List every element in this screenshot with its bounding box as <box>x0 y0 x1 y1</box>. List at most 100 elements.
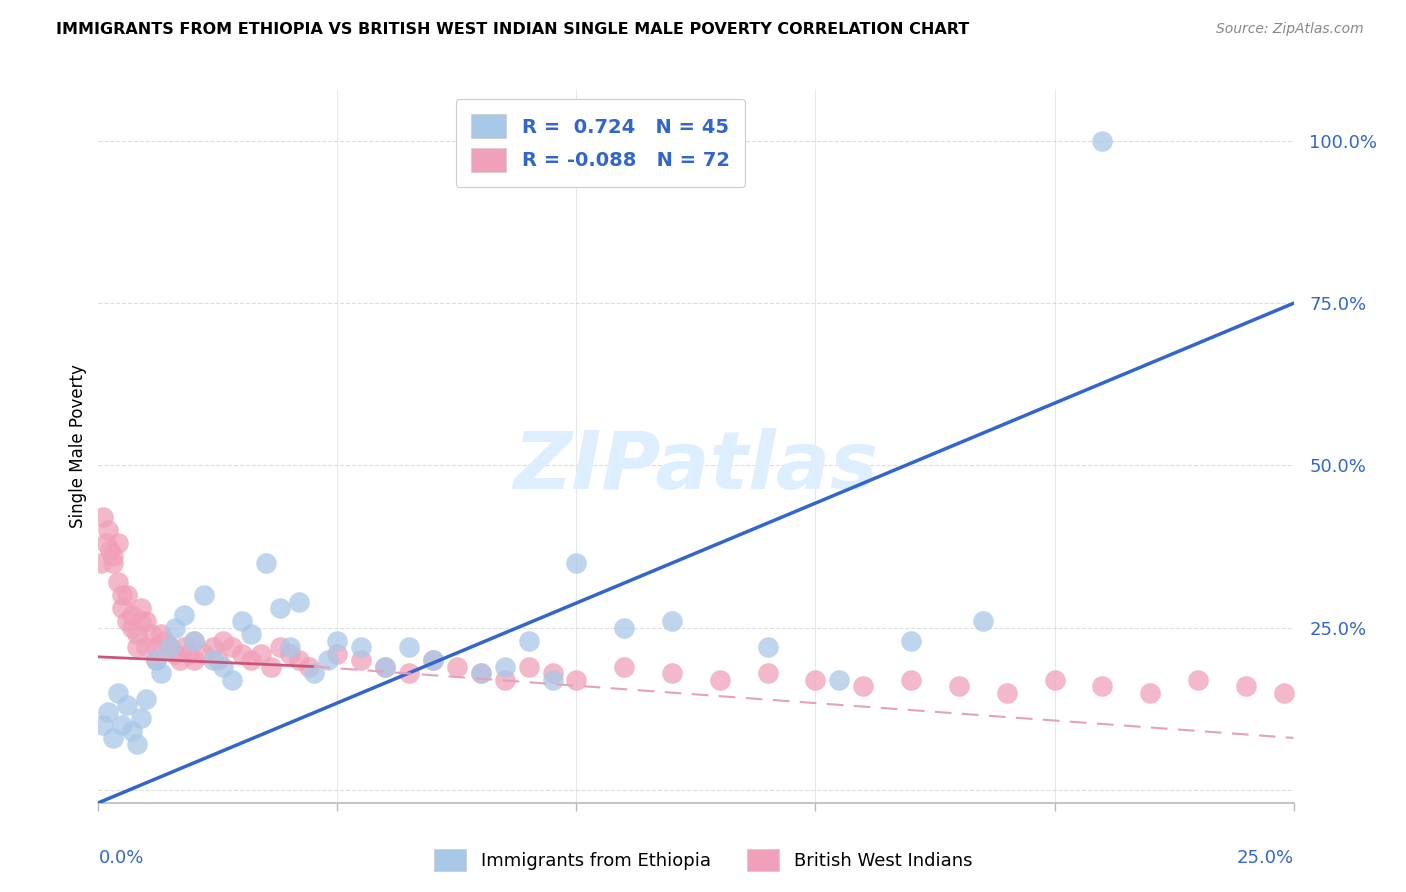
Point <box>613 621 636 635</box>
Point <box>173 607 195 622</box>
Point <box>183 653 205 667</box>
Point <box>125 640 148 654</box>
Point <box>97 705 120 719</box>
Point <box>169 653 191 667</box>
Point <box>278 647 301 661</box>
Point <box>422 653 444 667</box>
Point <box>115 614 138 628</box>
Point <box>470 666 492 681</box>
Point <box>115 698 138 713</box>
Legend: R =  0.724   N = 45, R = -0.088   N = 72: R = 0.724 N = 45, R = -0.088 N = 72 <box>456 99 745 187</box>
Point <box>94 536 117 550</box>
Point <box>541 666 564 681</box>
Point <box>91 510 114 524</box>
Point <box>374 659 396 673</box>
Point <box>202 640 225 654</box>
Point <box>316 653 339 667</box>
Point <box>231 614 253 628</box>
Point <box>1139 685 1161 699</box>
Point <box>828 673 851 687</box>
Point <box>163 647 186 661</box>
Text: 0.0%: 0.0% <box>98 849 143 867</box>
Point <box>494 673 516 687</box>
Point <box>107 536 129 550</box>
Point <box>179 647 201 661</box>
Point <box>756 666 779 681</box>
Point <box>131 601 153 615</box>
Point <box>398 666 420 681</box>
Point <box>288 595 311 609</box>
Point <box>183 633 205 648</box>
Point <box>155 633 177 648</box>
Point <box>159 640 181 654</box>
Point <box>250 647 273 661</box>
Point <box>661 666 683 681</box>
Text: ZIPatlas: ZIPatlas <box>513 428 879 507</box>
Point <box>131 711 153 725</box>
Point <box>1091 679 1114 693</box>
Point <box>709 673 731 687</box>
Point <box>125 627 148 641</box>
Point <box>254 556 277 570</box>
Point <box>125 738 148 752</box>
Point <box>145 640 167 654</box>
Point <box>121 621 143 635</box>
Point <box>145 653 167 667</box>
Y-axis label: Single Male Poverty: Single Male Poverty <box>69 364 87 528</box>
Point <box>852 679 875 693</box>
Legend: Immigrants from Ethiopia, British West Indians: Immigrants from Ethiopia, British West I… <box>426 842 980 879</box>
Point <box>163 621 186 635</box>
Point <box>135 640 157 654</box>
Point <box>101 549 124 564</box>
Point <box>202 653 225 667</box>
Point <box>350 653 373 667</box>
Point <box>326 647 349 661</box>
Point <box>101 556 124 570</box>
Point <box>159 640 181 654</box>
Point <box>422 653 444 667</box>
Point <box>135 692 157 706</box>
Point <box>107 685 129 699</box>
Point <box>804 673 827 687</box>
Point <box>97 524 120 538</box>
Point <box>269 601 291 615</box>
Point <box>565 556 588 570</box>
Point <box>900 673 922 687</box>
Point <box>541 673 564 687</box>
Point <box>756 640 779 654</box>
Point <box>948 679 970 693</box>
Point <box>193 647 215 661</box>
Point <box>173 640 195 654</box>
Point <box>211 659 233 673</box>
Point <box>269 640 291 654</box>
Point <box>972 614 994 628</box>
Point <box>1234 679 1257 693</box>
Point <box>398 640 420 654</box>
Point <box>995 685 1018 699</box>
Point <box>231 647 253 661</box>
Point <box>149 666 172 681</box>
Point <box>613 659 636 673</box>
Point <box>131 614 153 628</box>
Point <box>207 653 229 667</box>
Text: 25.0%: 25.0% <box>1236 849 1294 867</box>
Point <box>517 633 540 648</box>
Point <box>90 556 112 570</box>
Point <box>101 731 124 745</box>
Point <box>193 588 215 602</box>
Point <box>259 659 281 673</box>
Point <box>298 659 321 673</box>
Point <box>240 653 263 667</box>
Point <box>288 653 311 667</box>
Point <box>139 627 162 641</box>
Point <box>107 575 129 590</box>
Point <box>446 659 468 673</box>
Point <box>149 627 172 641</box>
Point <box>350 640 373 654</box>
Text: IMMIGRANTS FROM ETHIOPIA VS BRITISH WEST INDIAN SINGLE MALE POVERTY CORRELATION : IMMIGRANTS FROM ETHIOPIA VS BRITISH WEST… <box>56 22 970 37</box>
Point <box>145 653 167 667</box>
Point <box>240 627 263 641</box>
Point <box>135 614 157 628</box>
Point <box>111 718 134 732</box>
Point <box>302 666 325 681</box>
